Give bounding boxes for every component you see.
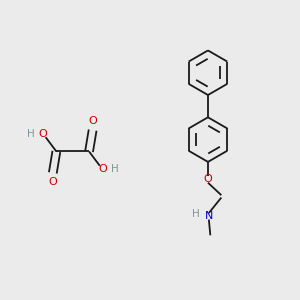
Text: H: H — [192, 208, 199, 219]
Text: O: O — [88, 116, 97, 126]
Text: O: O — [39, 129, 47, 139]
Text: H: H — [27, 129, 34, 139]
Text: O: O — [98, 164, 107, 174]
Text: H: H — [111, 164, 119, 174]
Text: O: O — [48, 177, 57, 187]
Text: N: N — [205, 211, 213, 221]
Text: O: O — [204, 174, 212, 184]
